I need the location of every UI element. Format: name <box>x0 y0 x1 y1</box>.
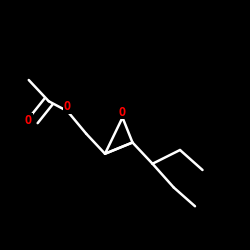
Text: O: O <box>64 100 71 113</box>
Text: O: O <box>25 114 32 126</box>
Text: O: O <box>119 106 126 118</box>
